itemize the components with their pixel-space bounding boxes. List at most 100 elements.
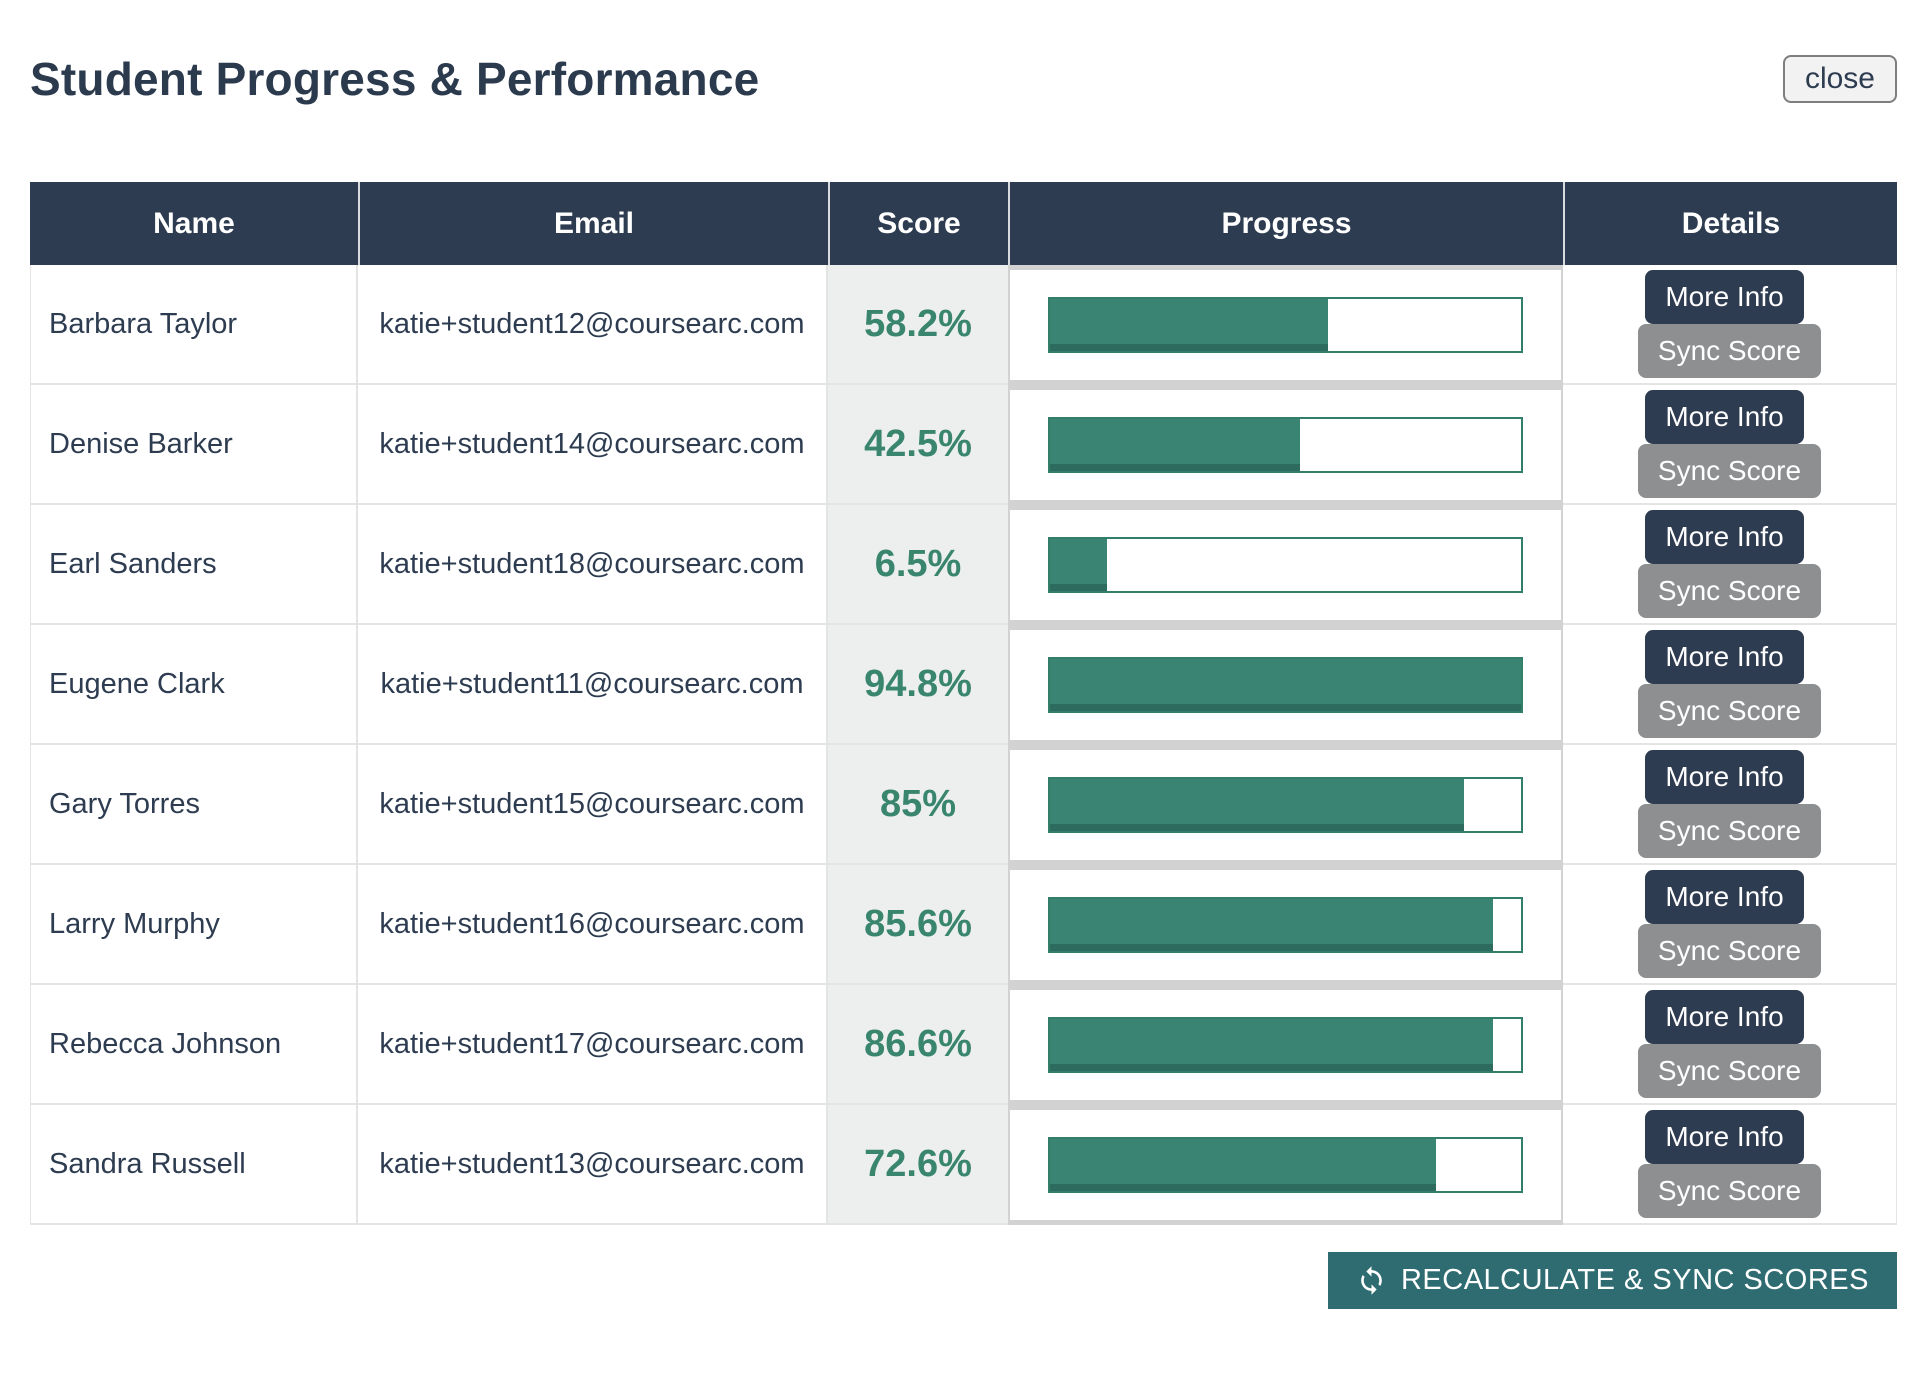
recalculate-label: RECALCULATE & SYNC SCORES bbox=[1400, 1264, 1869, 1296]
sync-score-button[interactable]: Sync Score bbox=[1637, 1044, 1822, 1098]
sync-score-button[interactable]: Sync Score bbox=[1637, 804, 1822, 858]
progress-bar-fill bbox=[1050, 1019, 1493, 1071]
student-score: 85.6% bbox=[828, 865, 1008, 985]
progress-bar bbox=[1048, 777, 1523, 833]
progress-bar bbox=[1048, 1137, 1523, 1193]
details-cell: More InfoSync Score bbox=[1563, 1105, 1897, 1225]
progress-box bbox=[1010, 1110, 1561, 1220]
student-email: katie+student11@coursearc.com bbox=[358, 625, 828, 745]
progress-cell bbox=[1008, 385, 1563, 505]
progress-bar-fill bbox=[1050, 539, 1107, 591]
table-row: Sandra Russell katie+student13@coursearc.… bbox=[30, 1105, 1897, 1225]
page-title: Student Progress & Performance bbox=[30, 53, 760, 105]
table-body: Barbara Taylor katie+student12@coursearc.… bbox=[30, 265, 1897, 1225]
table-row: Barbara Taylor katie+student12@coursearc.… bbox=[30, 265, 1897, 385]
column-header-name: Name bbox=[30, 182, 358, 265]
more-info-button[interactable]: More Info bbox=[1645, 510, 1804, 564]
progress-box bbox=[1010, 510, 1561, 620]
table-row: Eugene Clark katie+student11@coursearc.co… bbox=[30, 625, 1897, 745]
student-score: 58.2% bbox=[828, 265, 1008, 385]
progress-cell bbox=[1008, 265, 1563, 385]
column-header-details: Details bbox=[1563, 182, 1897, 265]
progress-box bbox=[1010, 390, 1561, 500]
progress-cell bbox=[1008, 985, 1563, 1105]
details-cell: More InfoSync Score bbox=[1563, 865, 1897, 985]
more-info-button[interactable]: More Info bbox=[1645, 630, 1804, 684]
progress-cell bbox=[1008, 1105, 1563, 1225]
table-row: Gary Torres katie+student15@coursearc.com… bbox=[30, 745, 1897, 865]
progress-cell bbox=[1008, 745, 1563, 865]
table-header: Name Email Score Progress Details bbox=[30, 182, 1897, 265]
progress-box bbox=[1010, 750, 1561, 860]
more-info-button[interactable]: More Info bbox=[1645, 990, 1804, 1044]
more-info-button[interactable]: More Info bbox=[1645, 390, 1804, 444]
student-name: Denise Barker bbox=[30, 385, 358, 505]
student-email: katie+student13@coursearc.com bbox=[358, 1105, 828, 1225]
sync-score-button[interactable]: Sync Score bbox=[1637, 564, 1822, 618]
student-name: Earl Sanders bbox=[30, 505, 358, 625]
student-score: 42.5% bbox=[828, 385, 1008, 505]
student-email: katie+student14@coursearc.com bbox=[358, 385, 828, 505]
more-info-button[interactable]: More Info bbox=[1645, 870, 1804, 924]
column-header-score: Score bbox=[828, 182, 1008, 265]
student-name: Larry Murphy bbox=[30, 865, 358, 985]
progress-bar bbox=[1048, 657, 1523, 713]
progress-bar bbox=[1048, 537, 1523, 593]
table-row: Rebecca Johnson katie+student17@coursearc… bbox=[30, 985, 1897, 1105]
progress-box bbox=[1010, 270, 1561, 380]
details-cell: More InfoSync Score bbox=[1563, 385, 1897, 505]
progress-bar bbox=[1048, 297, 1523, 353]
student-name: Eugene Clark bbox=[30, 625, 358, 745]
table-row: Earl Sanders katie+student18@coursearc.co… bbox=[30, 505, 1897, 625]
column-header-email: Email bbox=[358, 182, 828, 265]
progress-bar-fill bbox=[1050, 299, 1328, 351]
progress-bar-fill bbox=[1050, 419, 1300, 471]
progress-box bbox=[1010, 990, 1561, 1100]
more-info-button[interactable]: More Info bbox=[1645, 270, 1804, 324]
sync-score-button[interactable]: Sync Score bbox=[1637, 324, 1822, 378]
student-progress-table: Name Email Score Progress Details Barbar… bbox=[30, 182, 1897, 1225]
student-email: katie+student17@coursearc.com bbox=[358, 985, 828, 1105]
progress-bar-fill bbox=[1050, 659, 1521, 711]
details-cell: More InfoSync Score bbox=[1563, 625, 1897, 745]
sync-score-button[interactable]: Sync Score bbox=[1637, 924, 1822, 978]
student-score: 6.5% bbox=[828, 505, 1008, 625]
sync-score-button[interactable]: Sync Score bbox=[1637, 1164, 1822, 1218]
sync-score-button[interactable]: Sync Score bbox=[1637, 444, 1822, 498]
progress-bar-fill bbox=[1050, 899, 1493, 951]
sync-score-button[interactable]: Sync Score bbox=[1637, 684, 1822, 738]
column-header-progress: Progress bbox=[1008, 182, 1563, 265]
details-cell: More InfoSync Score bbox=[1563, 505, 1897, 625]
more-info-button[interactable]: More Info bbox=[1645, 1110, 1804, 1164]
footer-bar: RECALCULATE & SYNC SCORES bbox=[30, 1252, 1897, 1309]
progress-bar bbox=[1048, 897, 1523, 953]
student-score: 94.8% bbox=[828, 625, 1008, 745]
student-email: katie+student16@coursearc.com bbox=[358, 865, 828, 985]
more-info-button[interactable]: More Info bbox=[1645, 750, 1804, 804]
progress-box bbox=[1010, 630, 1561, 740]
progress-cell bbox=[1008, 625, 1563, 745]
progress-cell bbox=[1008, 505, 1563, 625]
details-cell: More InfoSync Score bbox=[1563, 985, 1897, 1105]
student-score: 72.6% bbox=[828, 1105, 1008, 1225]
details-cell: More InfoSync Score bbox=[1563, 265, 1897, 385]
dialog: Student Progress & Performance close Nam… bbox=[0, 46, 1922, 1309]
details-cell: More InfoSync Score bbox=[1563, 745, 1897, 865]
student-name: Rebecca Johnson bbox=[30, 985, 358, 1105]
progress-cell bbox=[1008, 865, 1563, 985]
student-score: 86.6% bbox=[828, 985, 1008, 1105]
progress-bar bbox=[1048, 417, 1523, 473]
table-row: Denise Barker katie+student14@coursearc.c… bbox=[30, 385, 1897, 505]
student-name: Gary Torres bbox=[30, 745, 358, 865]
progress-bar-fill bbox=[1050, 779, 1465, 831]
student-email: katie+student15@coursearc.com bbox=[358, 745, 828, 865]
student-email: katie+student18@coursearc.com bbox=[358, 505, 828, 625]
student-score: 85% bbox=[828, 745, 1008, 865]
close-button[interactable]: close bbox=[1782, 55, 1897, 103]
student-name: Sandra Russell bbox=[30, 1105, 358, 1225]
recalculate-sync-scores-button[interactable]: RECALCULATE & SYNC SCORES bbox=[1327, 1252, 1897, 1309]
top-bar: Student Progress & Performance close bbox=[30, 46, 1897, 112]
progress-bar-fill bbox=[1050, 1139, 1437, 1191]
student-email: katie+student12@coursearc.com bbox=[358, 265, 828, 385]
table-row: Larry Murphy katie+student16@coursearc.co… bbox=[30, 865, 1897, 985]
